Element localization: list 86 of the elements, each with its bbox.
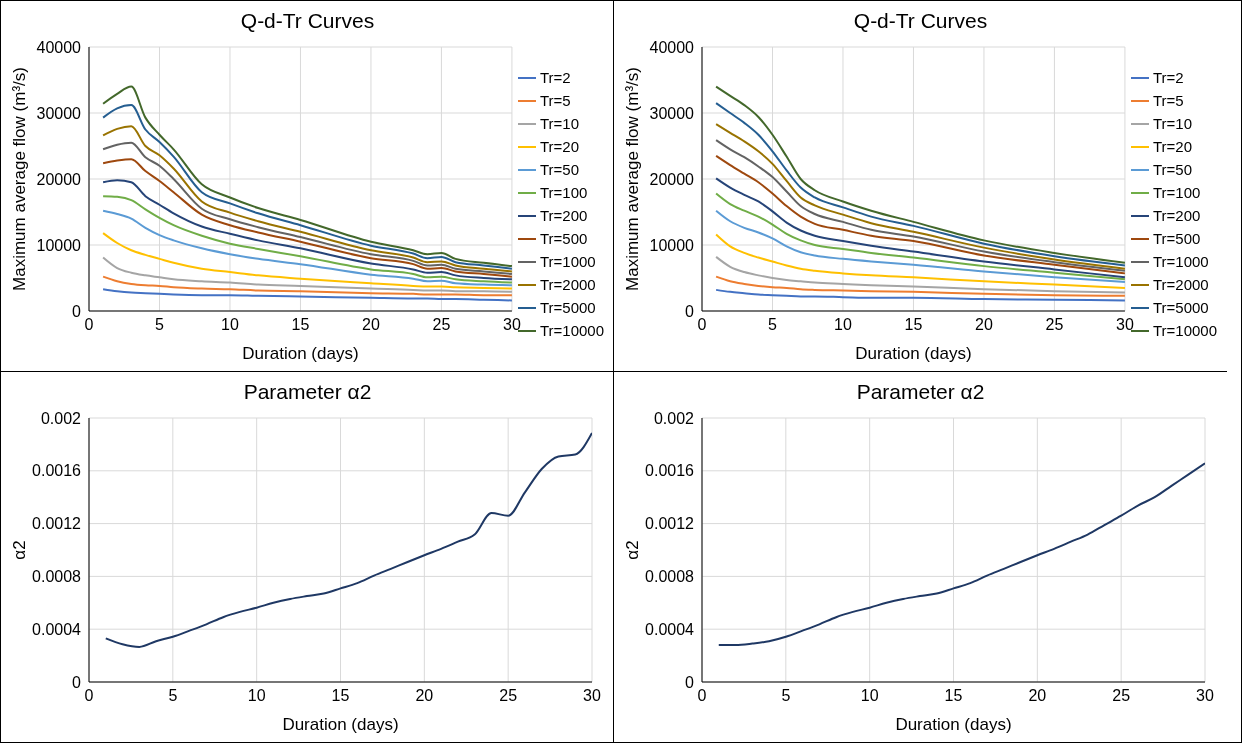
y-tick-label: 10000 bbox=[649, 236, 695, 254]
x-tick-label: 15 bbox=[331, 687, 350, 705]
y-axis-title: Maximum average flow (m³/s) bbox=[10, 67, 30, 291]
x-tick-label: 15 bbox=[904, 316, 923, 334]
legend-label: Tr=10000 bbox=[1152, 321, 1217, 341]
legend-label: Tr=5000 bbox=[539, 298, 596, 318]
x-tick-label: 10 bbox=[834, 316, 852, 334]
chart-title: Q-d-Tr Curves bbox=[852, 8, 989, 34]
legend-label: Tr=20 bbox=[539, 137, 579, 157]
legend-label: Tr=100 bbox=[539, 183, 588, 203]
x-tick-label: 25 bbox=[1112, 687, 1131, 705]
y-tick-label: 0.002 bbox=[40, 409, 82, 427]
x-axis-title: Duration (days) bbox=[282, 715, 399, 735]
y-tick-label: 0.0012 bbox=[32, 515, 82, 533]
x-tick-label: 25 bbox=[432, 316, 451, 334]
x-axis-title: Duration (days) bbox=[855, 344, 972, 364]
x-tick-label: 10 bbox=[860, 687, 879, 705]
chart-title: Parameter α2 bbox=[242, 379, 373, 405]
legend-label: Tr=10 bbox=[1152, 114, 1192, 134]
chart-title: Parameter α2 bbox=[855, 379, 986, 405]
legend-label: Tr=200 bbox=[1152, 206, 1201, 226]
x-tick-label: 20 bbox=[1028, 687, 1047, 705]
x-tick-label: 0 bbox=[697, 316, 707, 334]
legend-label: Tr=500 bbox=[539, 229, 588, 249]
x-tick-label: 0 bbox=[697, 687, 707, 705]
y-tick-label: 10000 bbox=[36, 236, 82, 254]
y-tick-label: 0 bbox=[685, 302, 695, 320]
x-tick-label: 25 bbox=[499, 687, 518, 705]
x-tick-label: 0 bbox=[84, 316, 94, 334]
y-tick-label: 20000 bbox=[649, 170, 695, 188]
y-axis-title: α2 bbox=[623, 540, 643, 560]
legend-label: Tr=1000 bbox=[1152, 252, 1209, 272]
legend-label: Tr=5 bbox=[1152, 91, 1184, 111]
x-tick-label: 25 bbox=[1045, 316, 1064, 334]
y-tick-label: 30000 bbox=[649, 104, 695, 122]
x-tick-label: 0 bbox=[84, 687, 94, 705]
y-tick-label: 40000 bbox=[36, 38, 82, 56]
legend-label: Tr=2 bbox=[539, 68, 571, 88]
x-tick-label: 20 bbox=[415, 687, 434, 705]
legend-label: Tr=10000 bbox=[539, 321, 604, 341]
y-tick-label: 0 bbox=[685, 673, 695, 691]
y-axis-title: Maximum average flow (m³/s) bbox=[623, 67, 643, 291]
x-tick-label: 30 bbox=[503, 316, 521, 334]
y-axis-title: α2 bbox=[10, 540, 30, 560]
y-tick-label: 0.0004 bbox=[645, 620, 695, 638]
legend-label: Tr=50 bbox=[539, 160, 579, 180]
legend-label: Tr=10 bbox=[539, 114, 579, 134]
y-tick-label: 40000 bbox=[649, 38, 695, 56]
y-tick-label: 0.0016 bbox=[645, 462, 695, 480]
y-tick-label: 20000 bbox=[36, 170, 82, 188]
legend-label: Tr=20 bbox=[1152, 137, 1192, 157]
y-tick-label: 0.0012 bbox=[645, 515, 695, 533]
x-axis-title: Duration (days) bbox=[895, 715, 1012, 735]
legend-label: Tr=5 bbox=[539, 91, 571, 111]
x-tick-label: 30 bbox=[1116, 316, 1134, 334]
x-tick-label: 20 bbox=[362, 316, 380, 334]
legend-label: Tr=2000 bbox=[1152, 275, 1209, 295]
x-tick-label: 30 bbox=[1196, 687, 1214, 705]
x-axis-title: Duration (days) bbox=[242, 344, 359, 364]
y-tick-label: 0.0008 bbox=[645, 568, 695, 586]
legend-label: Tr=100 bbox=[1152, 183, 1201, 203]
y-tick-label: 0.002 bbox=[653, 409, 695, 427]
y-tick-label: 0 bbox=[72, 302, 82, 320]
legend-label: Tr=1000 bbox=[539, 252, 596, 272]
x-tick-label: 5 bbox=[781, 687, 791, 705]
x-tick-label: 5 bbox=[155, 316, 165, 334]
x-tick-label: 5 bbox=[168, 687, 178, 705]
x-tick-label: 15 bbox=[291, 316, 310, 334]
x-tick-label: 15 bbox=[944, 687, 963, 705]
y-tick-label: 0.0016 bbox=[32, 462, 82, 480]
x-tick-label: 20 bbox=[975, 316, 993, 334]
legend-label: Tr=2 bbox=[1152, 68, 1184, 88]
y-tick-label: 0.0008 bbox=[32, 568, 82, 586]
legend-label: Tr=2000 bbox=[539, 275, 596, 295]
chart-title: Q-d-Tr Curves bbox=[239, 8, 376, 34]
x-tick-label: 30 bbox=[583, 687, 601, 705]
y-tick-label: 0.0004 bbox=[32, 620, 82, 638]
legend-label: Tr=500 bbox=[1152, 229, 1201, 249]
legend-label: Tr=200 bbox=[539, 206, 588, 226]
y-tick-label: 30000 bbox=[36, 104, 82, 122]
legend-label: Tr=50 bbox=[1152, 160, 1192, 180]
x-tick-label: 10 bbox=[247, 687, 266, 705]
x-tick-label: 5 bbox=[768, 316, 778, 334]
y-tick-label: 0 bbox=[72, 673, 82, 691]
x-tick-label: 10 bbox=[221, 316, 239, 334]
legend-label: Tr=5000 bbox=[1152, 298, 1209, 318]
